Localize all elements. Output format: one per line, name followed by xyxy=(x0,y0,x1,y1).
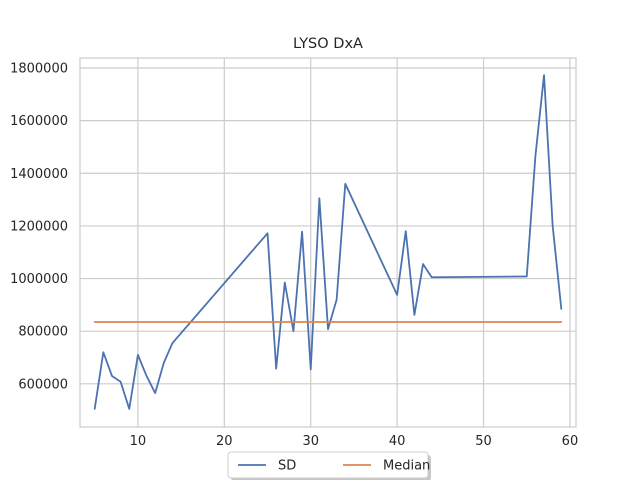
x-axis-ticks: 10 20 30 40 50 60 xyxy=(130,434,579,449)
y-tick-label: 1200000 xyxy=(10,219,68,234)
series-line-sd xyxy=(93,74,563,410)
y-tick-label: 600000 xyxy=(18,377,68,392)
y-tick-label: 1400000 xyxy=(10,167,68,182)
y-tick-label: 800000 xyxy=(18,325,68,340)
legend-label-sd: SD xyxy=(278,459,296,474)
grid-lines xyxy=(80,58,576,427)
plot-background xyxy=(80,58,576,427)
plot-frame xyxy=(79,57,577,428)
y-tick-label: 1800000 xyxy=(10,62,68,77)
x-tick-label: 50 xyxy=(475,434,492,449)
legend: SD Median xyxy=(227,451,431,480)
y-tick-label: 1600000 xyxy=(10,114,68,129)
legend-label-median: Median xyxy=(383,459,430,474)
x-tick-label: 10 xyxy=(130,434,147,449)
x-tick-label: 40 xyxy=(389,434,406,449)
chart-title: LYSO DxA xyxy=(293,36,363,52)
x-tick-label: 60 xyxy=(562,434,579,449)
y-axis-ticks: 600000 800000 1000000 1200000 1400000 1600000… xyxy=(10,62,68,393)
y-tick-label: 1000000 xyxy=(10,272,68,287)
x-tick-label: 30 xyxy=(302,434,319,449)
x-tick-label: 20 xyxy=(216,434,233,449)
legend-box xyxy=(227,451,429,479)
series-layer xyxy=(93,74,563,410)
